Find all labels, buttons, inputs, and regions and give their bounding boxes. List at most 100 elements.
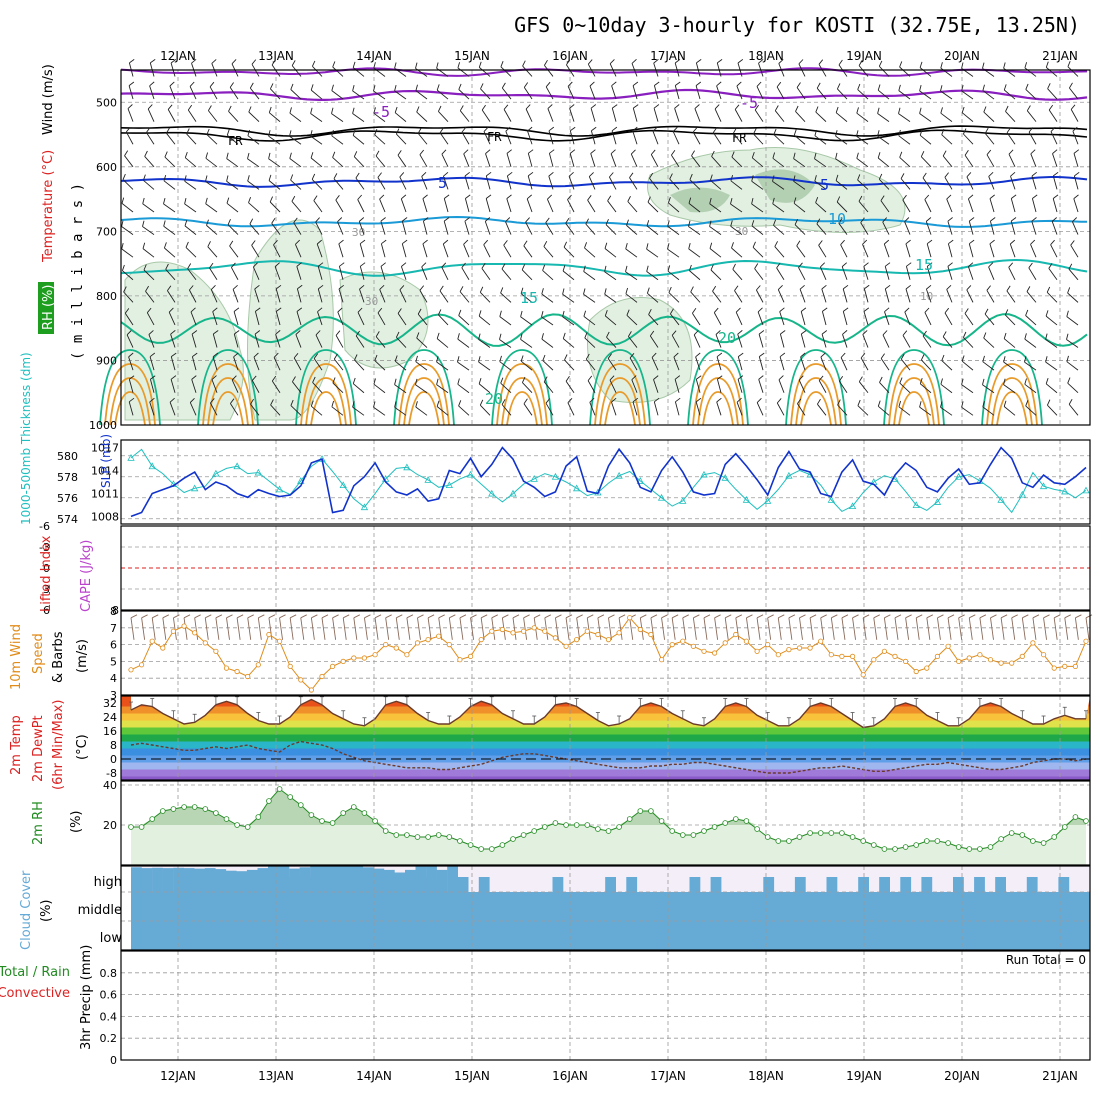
wind-barb [121, 248, 134, 258]
wind10m-barb [862, 617, 867, 640]
wind-barb [587, 199, 596, 213]
thickness-point [254, 468, 263, 476]
wind-barb [422, 243, 428, 258]
wind-barb [121, 226, 134, 235]
wind10m-point [616, 630, 622, 636]
rh-blob [247, 219, 334, 421]
wind-barb [443, 220, 449, 235]
thickness-point [212, 469, 220, 477]
wind-barb-flag [211, 375, 217, 380]
wind-barb-flag [1073, 149, 1080, 154]
wind-barb-flag [311, 173, 316, 180]
wind10m-barb-flag [1043, 614, 1050, 619]
wind10m-barb [395, 617, 400, 640]
thickness-point [954, 472, 963, 480]
wind10m-barb-flag [374, 614, 382, 619]
wind-barb-flag [481, 104, 486, 111]
wind-barb-flag [836, 196, 841, 203]
wind-barb [527, 130, 533, 145]
wind-barb-flag [774, 105, 779, 111]
wind-barb-flag [207, 241, 211, 247]
wind-barb [313, 358, 323, 371]
wind-barb [631, 379, 638, 393]
wind-barb [548, 130, 554, 145]
wind-barb-flag [584, 332, 588, 339]
wind-barb [814, 135, 827, 145]
wind-barb-flag [205, 197, 208, 204]
rh-point [595, 826, 601, 832]
wind10m-barb-flag [480, 614, 488, 619]
wind10m-barb [820, 617, 825, 640]
wind-barb [548, 175, 554, 190]
wind-barb [863, 311, 869, 326]
wind-barb-flag [528, 149, 534, 154]
wind-barb [416, 111, 428, 122]
wind-barb [373, 112, 386, 122]
wind-barb-flag [583, 288, 586, 295]
wind-barb-flag [289, 152, 292, 159]
rh-point [425, 834, 431, 840]
wind-barb-flag [1031, 171, 1037, 177]
wind-barb [899, 382, 911, 394]
wind-barb-flag [885, 284, 891, 290]
wind-barb-flag [547, 104, 553, 109]
wind-barb-flag [549, 149, 555, 154]
wind-barb-flag [816, 218, 821, 225]
y-tick-label: 3 [43, 583, 50, 596]
wind-barb [501, 268, 512, 281]
wind-barb-flag [735, 307, 741, 313]
wind-barb-flag [269, 196, 274, 203]
bottom-date-axis: 12JAN 13JAN 14JAN 15JAN 16JAN 17JAN 18JAN 19JAN… [160, 1069, 1078, 1083]
wind-barb [209, 86, 218, 100]
wind-barb [669, 178, 680, 190]
date-tick-label: 19JAN [846, 49, 882, 63]
rh-area [131, 789, 1086, 865]
wind-barb [963, 337, 974, 348]
wind-barb [982, 90, 995, 100]
wind-barb [310, 89, 323, 100]
wind-barb [331, 90, 344, 100]
thickness-point [636, 477, 645, 484]
wind-barb-flag [457, 356, 460, 363]
wind-barb-flag [395, 331, 400, 338]
wind-barb [966, 176, 974, 190]
wind-barb-flag [310, 107, 313, 114]
wind-barb-flag [752, 241, 756, 248]
wind-barb [778, 379, 785, 393]
wind-barb [709, 226, 722, 235]
wind-barb [632, 107, 638, 122]
wind-barb [1009, 243, 1016, 258]
wind-barb-flag [862, 330, 868, 335]
wind-barb-flag [604, 242, 608, 249]
wind-barb [458, 315, 470, 326]
wind-barb-flag [457, 333, 460, 340]
wind-barb [419, 154, 428, 168]
wind-barb-flag [583, 265, 586, 272]
wind-barb [547, 108, 554, 122]
wind10m-barb-flag [417, 614, 424, 619]
wind10m-barb-flag [555, 614, 562, 619]
wind10m-point [467, 653, 474, 660]
wind-barb [189, 402, 197, 416]
wind-barb [417, 133, 428, 145]
wind-barb-flag [247, 129, 251, 136]
panel-frame [120, 69, 1091, 426]
wind-barb-flag [335, 330, 341, 336]
wind-barb [506, 153, 512, 167]
wind-barb [331, 113, 344, 123]
wind-barb [296, 311, 302, 326]
wind10m-barb [554, 617, 559, 640]
wind-barb-flag [417, 308, 422, 315]
wind-barb [797, 403, 806, 416]
wind10m-barb [480, 617, 485, 640]
warm-isotherm [408, 391, 440, 426]
wind10m-barb [745, 617, 750, 640]
rh-point [510, 836, 516, 842]
wind-barb-flag [626, 219, 629, 226]
wind10m-barb-flag [162, 614, 170, 619]
wind-barb-flag [940, 85, 943, 92]
wind-barb-flag [1028, 262, 1033, 269]
wind-barb-flag [436, 356, 439, 363]
wind-barb-flag [230, 398, 235, 404]
rh-point [372, 818, 378, 824]
